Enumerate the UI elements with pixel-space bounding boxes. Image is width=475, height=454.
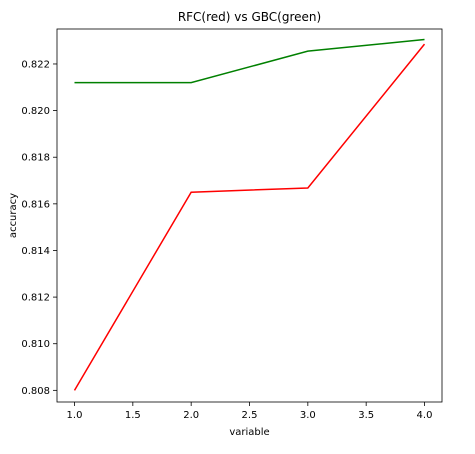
y-tick-label: 0.814: [21, 246, 50, 257]
y-tick-label: 0.808: [21, 386, 50, 397]
x-tick-label: 3.0: [300, 410, 316, 421]
x-tick-label: 2.0: [183, 410, 199, 421]
y-tick-label: 0.810: [21, 339, 50, 350]
y-tick-label: 0.822: [21, 59, 50, 70]
chart-title: RFC(red) vs GBC(green): [178, 10, 321, 24]
x-tick-label: 4.0: [417, 410, 433, 421]
x-tick-label: 1.0: [67, 410, 83, 421]
x-axis-label: variable: [229, 427, 269, 438]
x-tick-label: 2.5: [242, 410, 258, 421]
y-tick-label: 0.816: [21, 199, 50, 210]
y-tick-label: 0.812: [21, 293, 50, 304]
x-tick-label: 1.5: [125, 410, 141, 421]
x-tick-label: 3.5: [358, 410, 374, 421]
y-tick-label: 0.820: [21, 106, 50, 117]
y-axis-label: accuracy: [8, 193, 19, 238]
y-tick-label: 0.818: [21, 153, 50, 164]
